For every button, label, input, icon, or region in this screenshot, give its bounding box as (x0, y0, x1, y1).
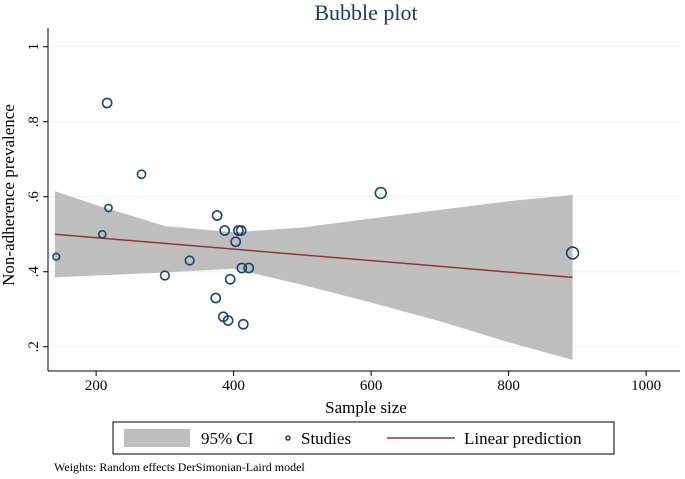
gridlines (48, 46, 680, 348)
legend: 95% CI Studies Linear prediction (112, 421, 615, 455)
linear-prediction-line (54, 233, 573, 279)
legend-ci-swatch (124, 429, 190, 447)
study-bubble (159, 270, 171, 281)
study-bubble (211, 210, 223, 221)
legend-studies-marker (285, 435, 291, 441)
legend-prediction-label: Linear prediction (464, 429, 582, 448)
study-bubble (243, 262, 255, 274)
study-bubble (52, 252, 61, 261)
chart-title: Bubble plot (314, 0, 417, 25)
study-bubble (97, 229, 107, 239)
legend-studies-label: Studies (301, 429, 351, 448)
x-tick-label: 600 (360, 378, 383, 394)
study-bubble (104, 203, 113, 213)
y-tick-label: .8 (26, 116, 42, 127)
study-bubble (565, 246, 580, 260)
legend-ci-label: 95% CI (201, 429, 254, 448)
y-axis-label: Non-adherence prevalence (0, 104, 18, 286)
study-bubble (374, 186, 387, 200)
study-bubble (236, 262, 248, 274)
study-bubble (224, 273, 236, 285)
y-tick-label: .6 (26, 191, 42, 203)
study-bubble (136, 169, 147, 180)
study-bubble (230, 236, 242, 248)
legend-box (112, 421, 615, 455)
study-bubble (210, 292, 222, 304)
x-tick-label: 200 (85, 378, 108, 394)
axes (47, 28, 680, 372)
study-bubble (235, 225, 247, 236)
x-tick-label: 1000 (631, 378, 661, 394)
study-bubble (219, 225, 231, 236)
study-bubble (237, 318, 249, 330)
ci-band-layer (54, 191, 573, 360)
study-markers (52, 97, 580, 330)
study-bubble (101, 97, 113, 109)
x-tick-label: 800 (497, 378, 520, 394)
x-tick-label: 400 (222, 378, 245, 394)
weights-footnote: Weights: Random effects DerSimonian-Lair… (54, 460, 305, 474)
x-axis-label: Sample size (325, 398, 407, 417)
y-tick-label: .4 (26, 266, 42, 278)
prediction-line-layer (54, 233, 573, 279)
tick-labels: 200 400 600 800 1000 .2 .4 .6 .8 1 (26, 43, 661, 394)
ci-band (54, 191, 573, 360)
y-tick-label: .2 (26, 341, 42, 352)
study-bubble (184, 255, 195, 266)
y-tick-label: 1 (26, 43, 42, 51)
study-bubble (222, 315, 234, 326)
